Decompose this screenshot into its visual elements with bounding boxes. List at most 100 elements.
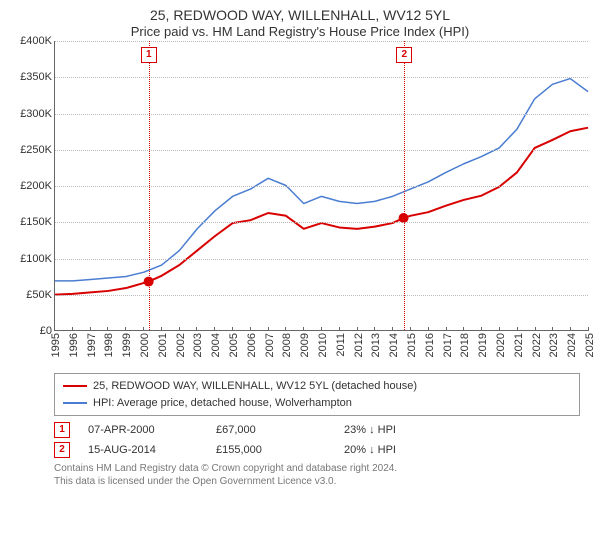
footer: Contains HM Land Registry data © Crown c… (54, 462, 580, 488)
x-tick-mark (463, 327, 464, 331)
x-tick-mark (72, 327, 73, 331)
event-line (149, 41, 150, 330)
x-tick-label: 2020 (495, 333, 507, 357)
x-tick-label: 2010 (317, 333, 329, 357)
plot-area: 12 (54, 41, 588, 331)
x-tick-mark (179, 327, 180, 331)
y-tick-label: £300K (20, 108, 52, 120)
annotation-delta: 20% ↓ HPI (344, 444, 454, 456)
x-tick-mark (535, 327, 536, 331)
footer-line-2: This data is licensed under the Open Gov… (54, 475, 580, 488)
legend-item: 25, REDWOOD WAY, WILLENHALL, WV12 5YL (d… (63, 378, 571, 395)
series-line-price_paid (55, 128, 588, 295)
legend-item: HPI: Average price, detached house, Wolv… (63, 395, 571, 412)
x-tick-label: 2017 (442, 333, 454, 357)
x-tick-label: 2002 (175, 333, 187, 357)
gridline (55, 259, 588, 260)
x-tick-label: 2018 (459, 333, 471, 357)
x-tick-label: 2023 (548, 333, 560, 357)
y-tick-label: £350K (20, 71, 52, 83)
x-tick-mark (90, 327, 91, 331)
gridline (55, 77, 588, 78)
y-tick-label: £250K (20, 144, 52, 156)
y-axis: £0£50K£100K£150K£200K£250K£300K£350K£400… (10, 41, 54, 331)
y-tick-label: £400K (20, 35, 52, 47)
x-tick-mark (303, 327, 304, 331)
x-tick-label: 2013 (370, 333, 382, 357)
x-tick-label: 2015 (406, 333, 418, 357)
annotation-row: 107-APR-2000£67,00023% ↓ HPI (54, 422, 580, 438)
chart-title-sub: Price paid vs. HM Land Registry's House … (10, 24, 590, 41)
x-tick-mark (446, 327, 447, 331)
annotation-delta: 23% ↓ HPI (344, 424, 454, 436)
x-tick-mark (428, 327, 429, 331)
x-tick-label: 2022 (531, 333, 543, 357)
x-tick-mark (196, 327, 197, 331)
x-tick-mark (481, 327, 482, 331)
x-tick-mark (214, 327, 215, 331)
x-tick-label: 2024 (566, 333, 578, 357)
annotation-date: 15-AUG-2014 (88, 444, 198, 456)
x-tick-mark (374, 327, 375, 331)
x-tick-mark (125, 327, 126, 331)
gridline (55, 114, 588, 115)
x-tick-label: 2016 (424, 333, 436, 357)
event-marker: 2 (396, 47, 412, 63)
annotation-date: 07-APR-2000 (88, 424, 198, 436)
annotation-badge: 2 (54, 442, 70, 458)
x-tick-mark (250, 327, 251, 331)
gridline (55, 295, 588, 296)
y-tick-label: £50K (26, 289, 52, 301)
x-tick-mark (268, 327, 269, 331)
gridline (55, 150, 588, 151)
x-tick-mark (570, 327, 571, 331)
annotation-row: 2 15-AUG-2014 £155,000 20% ↓ HPI (54, 442, 580, 458)
x-tick-label: 2003 (192, 333, 204, 357)
x-tick-label: 2012 (353, 333, 365, 357)
x-tick-label: 2001 (157, 333, 169, 357)
chart-container: 25, REDWOOD WAY, WILLENHALL, WV12 5YL Pr… (0, 0, 600, 560)
x-tick-label: 2009 (299, 333, 311, 357)
x-tick-label: 1995 (50, 333, 62, 357)
legend-label: HPI: Average price, detached house, Wolv… (93, 395, 352, 412)
x-tick-label: 1996 (68, 333, 80, 357)
annotation-price: £155,000 (216, 444, 326, 456)
legend-label: 25, REDWOOD WAY, WILLENHALL, WV12 5YL (d… (93, 378, 417, 395)
x-tick-mark (410, 327, 411, 331)
x-tick-label: 1997 (86, 333, 98, 357)
x-tick-label: 2021 (513, 333, 525, 357)
x-tick-mark (321, 327, 322, 331)
plot-wrap: £0£50K£100K£150K£200K£250K£300K£350K£400… (10, 41, 590, 371)
y-tick-label: £200K (20, 180, 52, 192)
legend: 25, REDWOOD WAY, WILLENHALL, WV12 5YL (d… (54, 373, 580, 416)
annotations: 107-APR-2000£67,00023% ↓ HPI215-AUG-2014… (54, 422, 580, 458)
gridline (55, 41, 588, 42)
footer-line-1: Contains HM Land Registry data © Crown c… (54, 462, 580, 475)
x-tick-label: 2005 (228, 333, 240, 357)
annotation-badge: 1 (54, 422, 70, 438)
x-tick-label: 2000 (139, 333, 151, 357)
x-tick-label: 1999 (121, 333, 133, 357)
x-axis: 1995199619971998199920002001200220032004… (54, 331, 588, 371)
x-tick-mark (357, 327, 358, 331)
x-tick-label: 2025 (584, 333, 596, 357)
y-tick-label: £150K (20, 216, 52, 228)
x-tick-mark (161, 327, 162, 331)
event-marker: 1 (141, 47, 157, 63)
gridline (55, 186, 588, 187)
x-tick-mark (285, 327, 286, 331)
x-tick-label: 2004 (210, 333, 222, 357)
x-tick-label: 2011 (335, 333, 347, 357)
legend-swatch (63, 385, 87, 387)
x-tick-label: 1998 (103, 333, 115, 357)
x-tick-mark (499, 327, 500, 331)
x-tick-mark (143, 327, 144, 331)
x-tick-mark (339, 327, 340, 331)
y-tick-label: £100K (20, 253, 52, 265)
gridline (55, 222, 588, 223)
x-tick-mark (517, 327, 518, 331)
x-tick-mark (107, 327, 108, 331)
event-line (404, 41, 405, 330)
x-tick-label: 2006 (246, 333, 258, 357)
x-tick-mark (552, 327, 553, 331)
